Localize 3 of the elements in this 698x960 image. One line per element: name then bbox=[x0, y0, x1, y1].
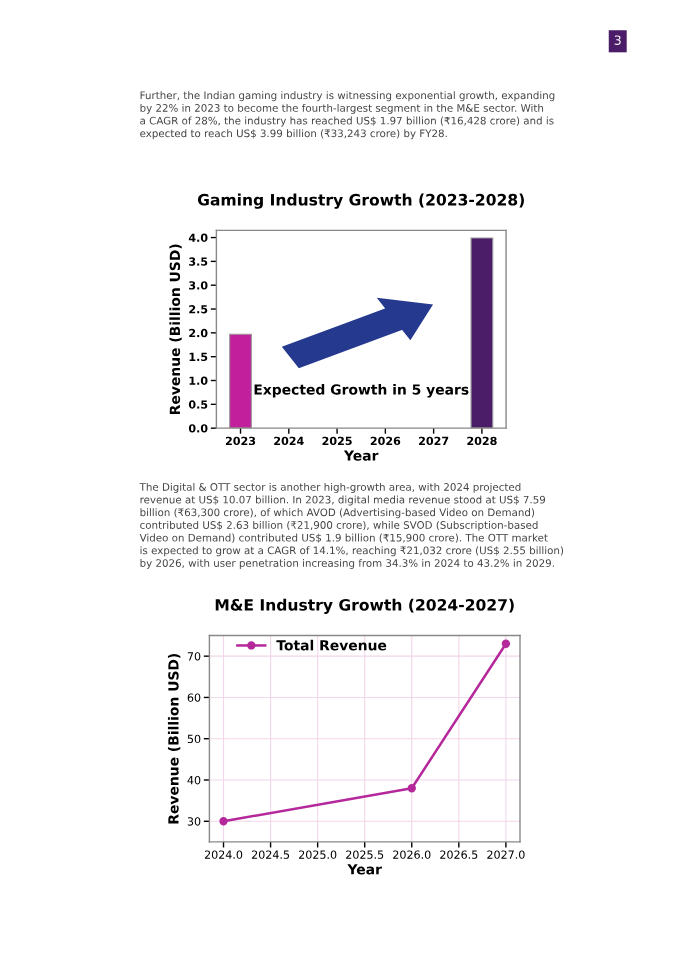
point bbox=[407, 784, 416, 793]
point bbox=[501, 639, 511, 648]
point bbox=[219, 817, 228, 826]
